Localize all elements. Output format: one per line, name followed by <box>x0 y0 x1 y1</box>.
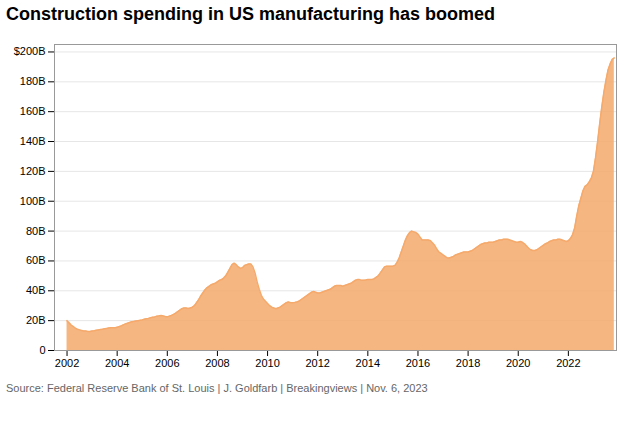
svg-text:100B: 100B <box>20 194 46 206</box>
svg-text:2014: 2014 <box>356 357 380 369</box>
svg-text:20B: 20B <box>26 314 46 326</box>
svg-text:60B: 60B <box>26 254 46 266</box>
html-text:Construction spending in US ma: Construction spending in US manufacturin… <box>6 4 495 24</box>
svg-text:2012: 2012 <box>305 357 329 369</box>
svg-text:2010: 2010 <box>255 357 279 369</box>
svg-text:2004: 2004 <box>105 357 129 369</box>
svg-text:160B: 160B <box>20 105 46 117</box>
svg-text:40B: 40B <box>26 284 46 296</box>
svg-text:2002: 2002 <box>55 357 79 369</box>
svg-text:2020: 2020 <box>506 357 530 369</box>
svg-text:120B: 120B <box>20 164 46 176</box>
html-text:Source: Federal Reserve Bank o: Source: Federal Reserve Bank of St. Loui… <box>6 381 428 394</box>
svg-text:2008: 2008 <box>205 357 229 369</box>
svg-text:$200B: $200B <box>14 45 46 57</box>
svg-text:180B: 180B <box>20 75 46 87</box>
svg-text:2018: 2018 <box>456 357 480 369</box>
svg-text:2006: 2006 <box>155 357 179 369</box>
svg-text:80B: 80B <box>26 224 46 236</box>
svg-text:140B: 140B <box>20 135 46 147</box>
svg-text:2022: 2022 <box>556 357 580 369</box>
svg-text:2016: 2016 <box>406 357 430 369</box>
svg-text:0: 0 <box>39 344 45 356</box>
